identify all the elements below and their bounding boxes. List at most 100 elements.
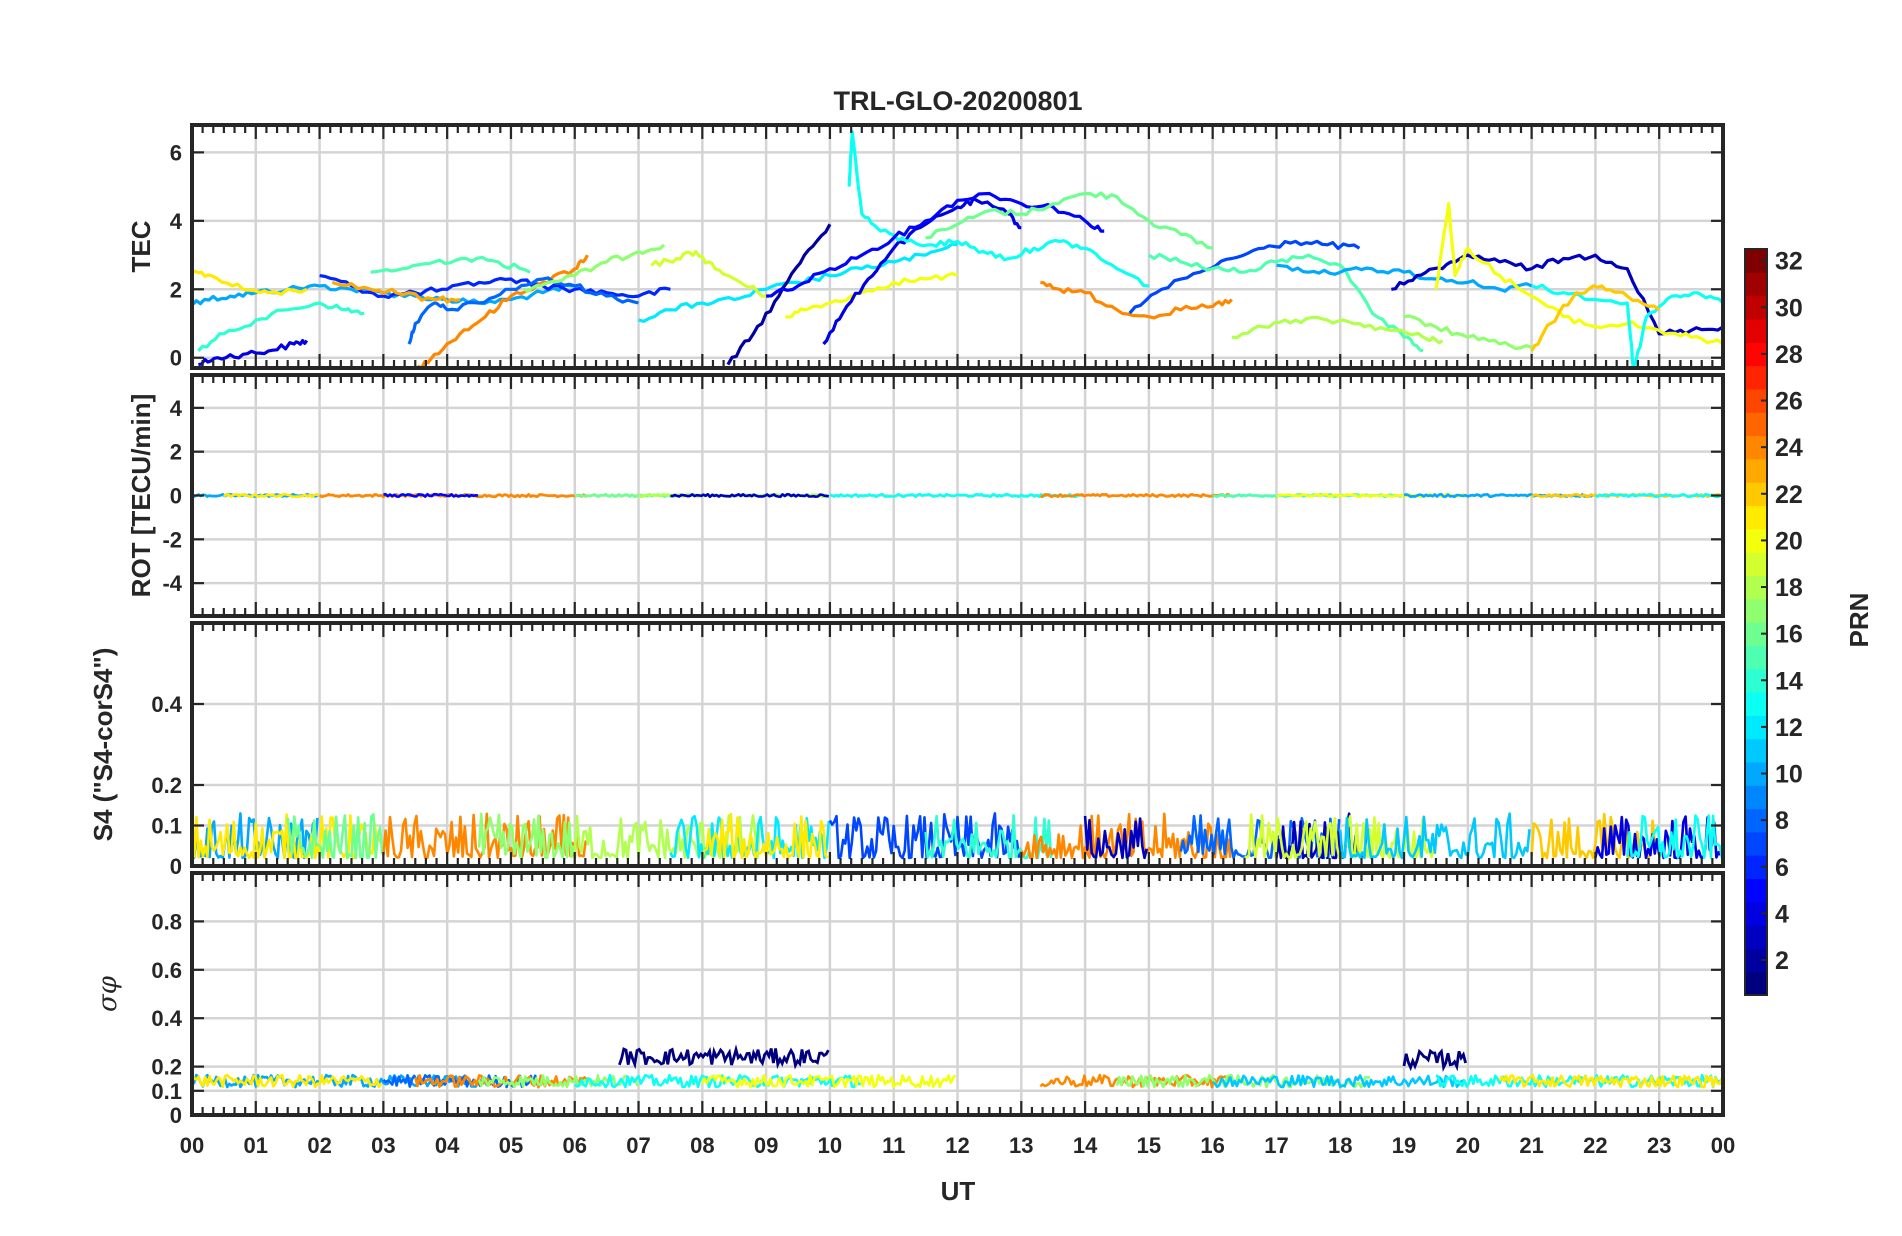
colorbar-tick-label: 20 xyxy=(1775,527,1803,555)
colorbar-swatch xyxy=(1745,318,1767,343)
colorbar-swatch xyxy=(1745,365,1767,390)
tec-line-prn-18 xyxy=(1231,315,1444,345)
tec-line-prn-10 xyxy=(1276,263,1533,293)
ticks-rot xyxy=(190,375,1725,616)
y-tick-label: 0 xyxy=(170,854,182,879)
sigma_phi-trace-prn-11 xyxy=(1212,1074,1467,1089)
colorbar-tick-label: 6 xyxy=(1775,854,1789,882)
tec-line-prn-6 xyxy=(319,274,671,299)
colorbar-swatch xyxy=(1745,552,1767,576)
x-tick-label: 16 xyxy=(1200,1133,1224,1158)
tec-line-prn-22 xyxy=(1530,284,1661,352)
x-tick-label: 09 xyxy=(754,1133,778,1158)
s4-trace-prn-13 xyxy=(1626,814,1723,859)
rot-trace-prn-13 xyxy=(829,492,1084,499)
y-tick-label: 0.2 xyxy=(151,1055,182,1080)
x-tick-label: 23 xyxy=(1647,1133,1671,1158)
colorbar-swatch xyxy=(1745,598,1767,623)
x-tick-label: 05 xyxy=(499,1133,523,1158)
sigma_phi-trace-prn-21 xyxy=(1498,1073,1723,1089)
y-tick-label: 6 xyxy=(170,140,182,165)
sigma_phi-trace-prn-20 xyxy=(701,1073,957,1089)
series-tec xyxy=(192,130,1723,368)
tec-line-prn-24 xyxy=(1040,280,1233,320)
x-tick-label: 13 xyxy=(1009,1133,1033,1158)
x-tick-label: 14 xyxy=(1073,1133,1098,1158)
x-tick-label: 01 xyxy=(244,1133,268,1158)
y-tick-label: 0.1 xyxy=(151,814,182,839)
x-tick-label: 06 xyxy=(563,1133,587,1158)
panel-rot: -4 -2 0 2 4 ROT [TECU/min] xyxy=(126,373,1725,618)
x-tick-label: 20 xyxy=(1456,1133,1480,1158)
colorbar-swatch xyxy=(1745,295,1767,320)
x-tick-label: 15 xyxy=(1137,1133,1161,1158)
colorbar-tick-label: 30 xyxy=(1775,294,1803,322)
colorbar-tick-label: 12 xyxy=(1775,714,1803,742)
sigma-burst-prn-1 xyxy=(618,1044,830,1070)
x-tick-label: 03 xyxy=(371,1133,395,1158)
tec-line-prn-19 xyxy=(650,250,767,298)
x-axis-title: UT xyxy=(941,1176,976,1206)
ticks-sigma_phi xyxy=(190,873,1725,1117)
tec-line-prn-5 xyxy=(766,191,1105,298)
y-tick-label: 0.6 xyxy=(151,958,182,983)
y-tick-label: 4 xyxy=(170,209,183,234)
colorbar-swatch xyxy=(1745,458,1767,483)
colorbar-swatch xyxy=(1745,855,1767,880)
y-axis-title-tec: TEC xyxy=(126,220,156,272)
y-tick-label: 0 xyxy=(170,1103,182,1128)
tec-line-prn-14 xyxy=(197,301,365,352)
colorbar-swatch xyxy=(1745,342,1767,367)
tec-line-prn-12 xyxy=(638,242,958,323)
s4-trace-prn-21 xyxy=(192,813,383,860)
y-tick-label: -4 xyxy=(162,571,182,596)
tec-line-prn-4 xyxy=(198,339,309,367)
colorbar-swatch xyxy=(1745,668,1767,693)
colorbar-swatch xyxy=(1745,622,1767,646)
colorbar-swatch xyxy=(1745,691,1767,716)
y-tick-label: 2 xyxy=(170,440,182,465)
colorbar-tick-label: 28 xyxy=(1775,341,1803,369)
colorbar-swatch xyxy=(1745,505,1767,530)
tec-line-prn-17 xyxy=(523,243,666,293)
y-tick-label: 0.1 xyxy=(151,1079,182,1104)
colorbar-swatch xyxy=(1745,901,1767,926)
tec-line-prn-21 xyxy=(192,269,308,296)
colorbar-swatch xyxy=(1745,785,1767,810)
colorbar-tick-label: 32 xyxy=(1775,248,1803,276)
s4-trace-prn-3 xyxy=(1083,815,1148,860)
s4-trace-prn-4 xyxy=(1594,815,1722,860)
x-tick-label: 22 xyxy=(1583,1133,1607,1158)
colorbar-swatch xyxy=(1745,412,1767,437)
colorbar-swatch xyxy=(1745,831,1767,856)
tec-line-prn-20 xyxy=(785,272,959,319)
colorbar-tick-label: 10 xyxy=(1775,761,1803,789)
sigma-burst-prn-1 xyxy=(1402,1048,1467,1072)
colorbar-tick-label: 18 xyxy=(1775,574,1803,602)
colorbar-swatch xyxy=(1745,388,1767,413)
y-tick-label: -2 xyxy=(162,527,182,552)
tec-line-prn-24 xyxy=(415,254,589,368)
colorbar-frame xyxy=(1744,248,1768,996)
colorbar-swatch xyxy=(1745,808,1767,833)
colorbar-tick-label: 16 xyxy=(1775,621,1803,649)
y-tick-label: 0.8 xyxy=(151,909,182,934)
tec-line-prn-13 xyxy=(847,130,1149,288)
colorbar-tick-label: 24 xyxy=(1775,434,1803,462)
colorbar-tick-label: 4 xyxy=(1775,900,1789,928)
y-tick-label: 0.4 xyxy=(151,692,182,717)
y-tick-label: 4 xyxy=(170,396,183,421)
tec-line-prn-7 xyxy=(1128,239,1361,315)
series-s4 xyxy=(192,812,1723,860)
colorbar-swatch xyxy=(1745,761,1767,786)
x-tick-label: 12 xyxy=(945,1133,969,1158)
y-tick-label: 0 xyxy=(170,346,182,371)
y-axis-title-s4: S4 ("S4-corS4") xyxy=(88,648,118,842)
s4-trace-prn-17 xyxy=(477,812,575,860)
s4-trace-prn-7 xyxy=(828,812,1021,860)
x-tick-label: 11 xyxy=(882,1133,905,1158)
tec-line-prn-17 xyxy=(1403,314,1533,351)
colorbar-swatch xyxy=(1745,971,1767,996)
